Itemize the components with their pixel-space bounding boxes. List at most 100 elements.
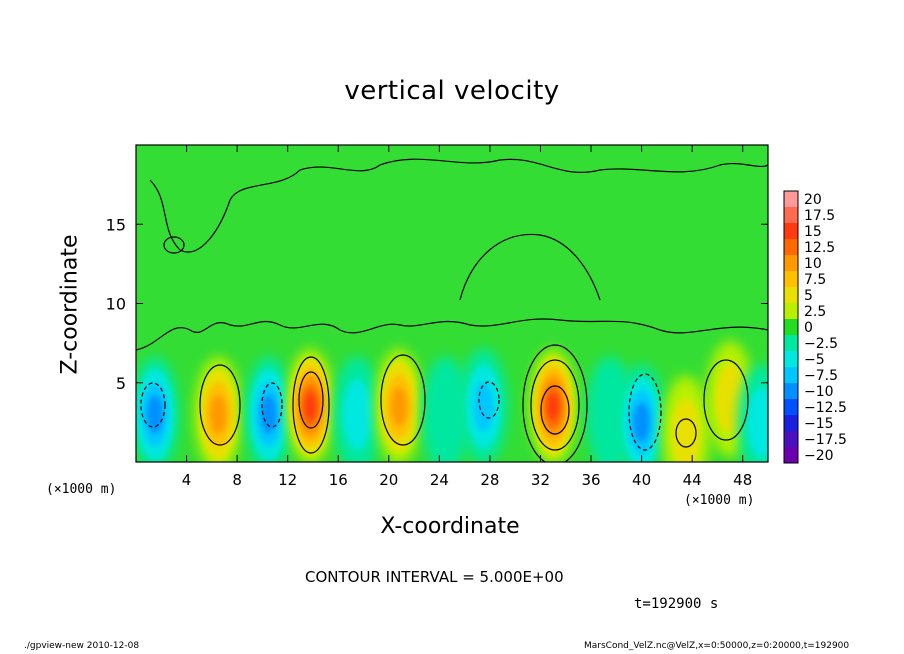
contour-ring-3 xyxy=(261,382,283,428)
colorbar-swatch xyxy=(784,223,798,239)
colorbar-label: −7.5 xyxy=(804,368,838,384)
contour-ring-8 xyxy=(540,385,570,435)
contour-ring-9 xyxy=(530,359,580,451)
colorbar-swatch xyxy=(784,207,798,223)
velocity-cell-9 xyxy=(529,348,578,462)
velocity-cell-3 xyxy=(244,356,293,462)
velocity-cell-14 xyxy=(737,364,768,462)
cell-band xyxy=(390,387,407,426)
x-tick-label: 44 xyxy=(683,471,702,489)
velocity-cell-6 xyxy=(374,348,423,462)
x-tick-label: 16 xyxy=(329,471,348,489)
colorbar-label: 17.5 xyxy=(804,208,835,224)
contour-ring-4 xyxy=(298,371,324,429)
cell-band xyxy=(342,379,372,450)
velocity-cell-4 xyxy=(286,348,335,462)
colorbar-swatch xyxy=(784,367,798,383)
zero-contour-top xyxy=(149,158,768,253)
footer-right-text: MarsCond_VelZ.nc@VelZ,x=0:50000,z=0:2000… xyxy=(584,641,850,651)
contour-interval-text: CONTOUR INTERVAL = 5.000E+00 xyxy=(305,568,564,586)
contour-ring-10 xyxy=(522,344,588,462)
cell-band xyxy=(421,356,470,462)
x-tick-label: 40 xyxy=(632,471,651,489)
colorbar-label: −20 xyxy=(804,448,834,464)
velocity-cell-11 xyxy=(617,364,666,462)
colorbar-swatch xyxy=(784,399,798,415)
y-tick-label: 15 xyxy=(106,215,126,234)
colorbar-swatch xyxy=(784,447,798,463)
colorbar-label: 2.5 xyxy=(804,304,826,320)
cell-band xyxy=(547,393,559,420)
cell-band xyxy=(260,395,277,434)
velocity-field xyxy=(136,145,768,462)
y-axis: 5 10 15 xyxy=(106,215,768,393)
x-tick-label: 32 xyxy=(531,471,550,489)
colorbar-label: −10 xyxy=(804,384,834,400)
time-label: t=192900 s xyxy=(634,596,719,612)
colorbar-label: 0 xyxy=(804,320,813,336)
x-tick-label: 28 xyxy=(480,471,499,489)
cell-band xyxy=(210,395,227,434)
colorbar-swatch xyxy=(784,303,798,319)
contour-ring-2 xyxy=(199,364,241,446)
colorbar-swatch xyxy=(784,239,798,255)
colorbar-swatch xyxy=(784,431,798,447)
velocity-cell-5 xyxy=(333,356,382,462)
velocity-cell-7 xyxy=(421,356,470,462)
colorbar-label: 15 xyxy=(804,224,822,240)
y-tick-label: 10 xyxy=(106,295,126,314)
colorbar-label: −5 xyxy=(804,352,825,368)
colorbar-swatch xyxy=(784,351,798,367)
zero-contour-mid xyxy=(459,233,601,301)
colorbar-swatch xyxy=(784,191,798,207)
colorbar: 2017.51512.5107.552.50−2.5−5−7.5−10−12.5… xyxy=(783,190,847,464)
contour-ring-12 xyxy=(675,418,697,448)
colorbar-swatch xyxy=(784,287,798,303)
colorbar-label: −17.5 xyxy=(804,432,847,448)
colorbar-swatch xyxy=(784,271,798,287)
cell-band xyxy=(633,403,650,442)
x-tick-label: 24 xyxy=(430,471,449,489)
velocity-cell-2 xyxy=(194,356,243,462)
y-tick-label: 5 xyxy=(116,374,126,393)
colorbar-label: −2.5 xyxy=(804,336,838,352)
cell-band xyxy=(715,363,745,434)
velocity-cell-8 xyxy=(459,348,508,462)
velocity-cell-1 xyxy=(136,356,179,462)
colorbar-label: 10 xyxy=(804,256,822,272)
cells-layer xyxy=(136,340,768,462)
x-tick-label: 48 xyxy=(733,471,752,489)
colorbar-label: −15 xyxy=(804,416,834,432)
colorbar-swatch xyxy=(784,319,798,335)
cell-band xyxy=(747,387,768,458)
contour-ring-13 xyxy=(703,359,749,441)
x-tick-label: 36 xyxy=(581,471,600,489)
contour-ring-14 xyxy=(163,236,185,254)
colorbar-swatch xyxy=(784,335,798,351)
colorbar-label: 12.5 xyxy=(804,240,835,256)
zero-contour-upper xyxy=(136,318,768,351)
cell-band xyxy=(671,398,701,462)
x-axis-label: X-coordinate xyxy=(380,514,520,539)
contour-ring-7 xyxy=(478,381,500,419)
chart-title: vertical velocity xyxy=(344,76,560,106)
x-tick-label: 4 xyxy=(182,471,192,489)
cell-band xyxy=(146,395,163,434)
x-tick-label: 20 xyxy=(379,471,398,489)
contour-ring-6 xyxy=(380,354,426,446)
footer-left-text: ./gpview-new 2010-12-08 xyxy=(24,641,140,651)
colorbar-swatch xyxy=(784,255,798,271)
y-axis-label: Z-coordinate xyxy=(57,234,83,375)
contour-ring-5 xyxy=(292,356,330,454)
contour-ring-11 xyxy=(628,373,662,451)
colorbar-label: 5 xyxy=(804,288,813,304)
x-unit-label-right: (×1000 m) xyxy=(684,493,755,508)
colorbar-frame xyxy=(783,190,799,464)
colorbar-swatch xyxy=(784,383,798,399)
colorbar-label: −12.5 xyxy=(804,400,847,416)
contour-ring-1 xyxy=(140,382,166,428)
x-unit-label-left: (×1000 m) xyxy=(46,482,117,497)
cell-band xyxy=(473,381,494,432)
cell-band xyxy=(304,393,316,420)
